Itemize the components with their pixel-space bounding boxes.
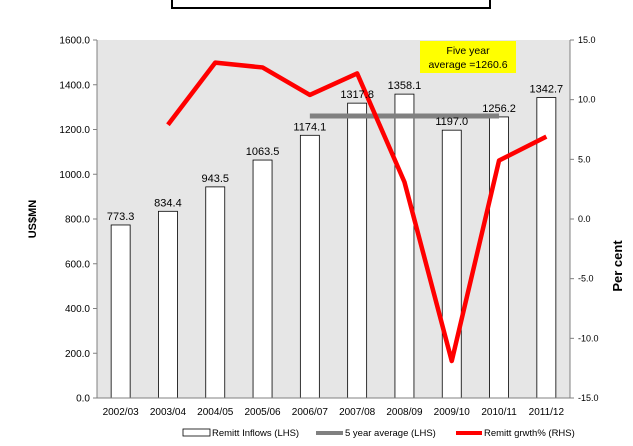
growth-line (166, 60, 548, 364)
bar-value-label: 834.4 (154, 197, 182, 209)
bar-value-label: 1358.1 (388, 80, 422, 92)
y-axis-label-right: Per cent (610, 240, 625, 292)
legend-swatch-bars (182, 428, 211, 437)
right-tick-label: 10.0 (578, 95, 596, 105)
left-tick-labels: 0.0 200.0 400.0 600.0 800.0 1000.0 1200.0 1400.… (59, 36, 97, 405)
x-tick-labels: 2002/03 2003/04 2004/05 2005/06 2006/07 2007/… (103, 407, 565, 418)
x-tick-label: 2003/04 (150, 407, 187, 418)
right-tick-label: -10.0 (578, 333, 599, 343)
annotation-background (420, 41, 516, 73)
legend-label-growth: Remitt grwth% (RHS) (484, 428, 575, 439)
left-tick-label: 1600.0 (59, 36, 90, 47)
bar-value-label: 1063.5 (246, 146, 280, 158)
left-tick-label: 1200.0 (59, 125, 90, 136)
annotation-line-2: average =1260.6 (428, 59, 507, 71)
right-tick-label: -15.0 (578, 393, 599, 403)
right-tick-label: 5.0 (578, 154, 591, 164)
x-tick-label: 2010/11 (481, 407, 517, 418)
data-labels-group: 773.3 834.4 943.5 1063.5 1174.1 1317.8 1358.1 1… (107, 80, 563, 223)
right-tick-label: -5.0 (578, 274, 594, 284)
x-tick-label: 2011/12 (529, 407, 565, 418)
left-tick-label: 1000.0 (59, 170, 90, 181)
right-tick-labels: -15.0 -10.0 -5.0 0.0 5.0 10.0 15.0 (570, 35, 599, 403)
left-tick-label: 1400.0 (59, 80, 90, 91)
legend-label-average: 5 year average (LHS) (345, 428, 436, 439)
left-tick-label: 200.0 (65, 349, 90, 360)
annotation-line-1: Five year (446, 45, 490, 57)
bars-group (110, 93, 557, 399)
x-tick-label: 2006/07 (292, 407, 329, 418)
left-tick-label: 0.0 (76, 394, 90, 405)
left-tick-label: 400.0 (65, 304, 90, 315)
left-tick-label: 800.0 (65, 215, 90, 226)
bar (205, 186, 226, 399)
bar-value-label: 943.5 (201, 173, 229, 185)
right-tick-label: 0.0 (578, 214, 591, 224)
bar-value-label: 773.3 (107, 211, 135, 223)
bar (347, 102, 368, 399)
bar (536, 97, 557, 399)
title-box-fragment (171, 0, 491, 9)
legend: Remitt Inflows (LHS) 5 year average (LHS… (182, 428, 575, 439)
annotation-box: Five year average =1260.6 (420, 41, 516, 73)
x-tick-label: 2009/10 (434, 407, 471, 418)
bar-value-label: 1174.1 (293, 121, 326, 133)
bar (110, 224, 131, 399)
bar-value-label: 1197.0 (435, 116, 468, 128)
left-tick-label: 600.0 (65, 259, 90, 270)
growth-line-group (166, 60, 548, 364)
x-tick-label: 2005/06 (244, 407, 281, 418)
x-tick-label: 2002/03 (103, 407, 140, 418)
bar-value-label: 1256.2 (482, 103, 516, 115)
bar (394, 93, 415, 399)
legend-label-bars: Remitt Inflows (LHS) (212, 428, 299, 439)
bar (299, 134, 320, 399)
bar-value-label: 1342.7 (530, 84, 564, 96)
bar (252, 159, 273, 399)
right-tick-label: 15.0 (578, 35, 596, 45)
x-tick-label: 2007/08 (339, 407, 376, 418)
bar (158, 210, 178, 399)
y-axis-label: US$MN (27, 200, 39, 239)
x-tick-label: 2008/09 (386, 407, 423, 418)
bar-value-label: 1317.8 (340, 89, 374, 101)
x-tick-label: 2004/05 (197, 407, 234, 418)
